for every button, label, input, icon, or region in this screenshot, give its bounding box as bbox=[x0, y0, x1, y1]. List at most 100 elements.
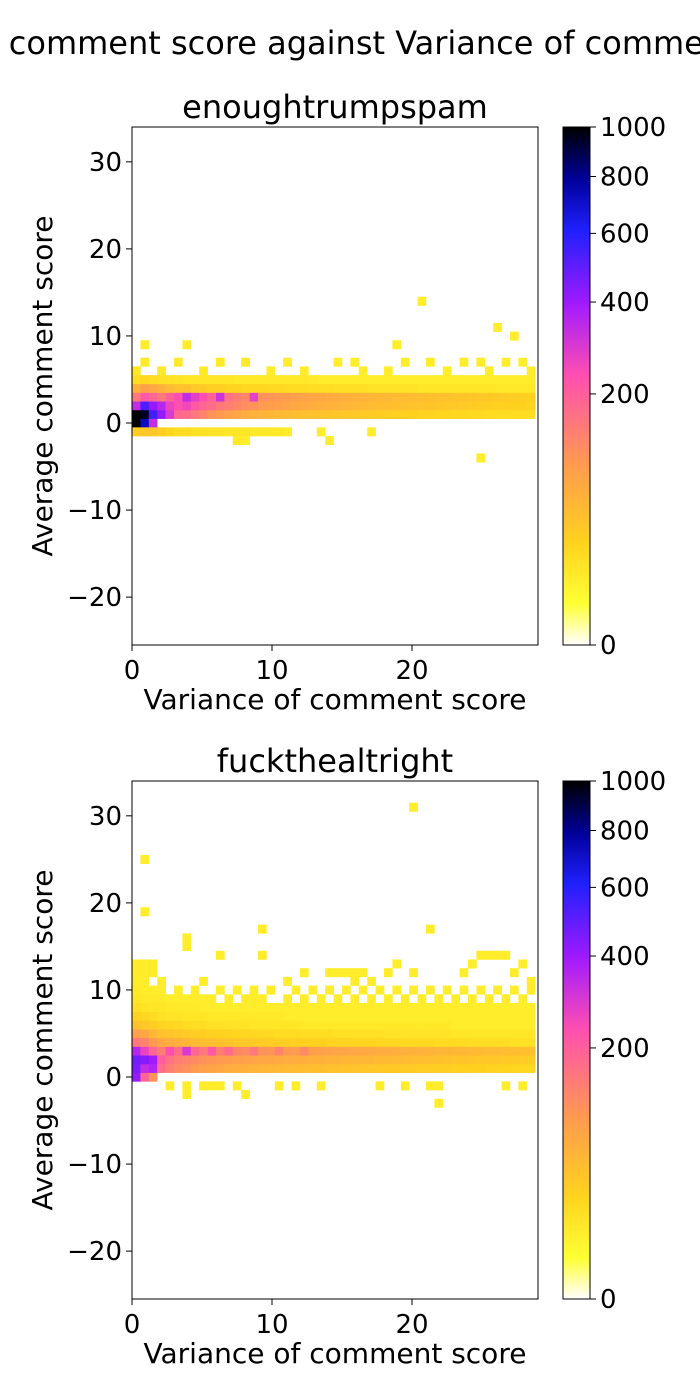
heatmap-cell bbox=[232, 392, 242, 402]
heatmap-cell bbox=[291, 409, 301, 419]
heatmap-cell bbox=[468, 1003, 477, 1013]
heatmap-cell bbox=[459, 1020, 469, 1030]
y-tick-label: 20 bbox=[89, 889, 122, 919]
heatmap-cell bbox=[476, 375, 486, 385]
heatmap-cell bbox=[140, 357, 150, 367]
heatmap-cell bbox=[459, 1037, 469, 1047]
heatmap-cell bbox=[468, 1046, 477, 1056]
heatmap-cell bbox=[451, 383, 460, 393]
heatmap-cell bbox=[493, 950, 502, 960]
heatmap-cell bbox=[493, 409, 502, 419]
heatmap-cell bbox=[174, 1003, 183, 1013]
heatmap-cell bbox=[283, 1003, 292, 1013]
heatmap-cell bbox=[174, 392, 183, 402]
heatmap-cell bbox=[174, 357, 183, 367]
heatmap-cell bbox=[367, 1055, 376, 1065]
heatmap-cell bbox=[518, 1055, 528, 1065]
heatmap-cell bbox=[174, 1029, 183, 1039]
heatmap-cell bbox=[165, 427, 175, 437]
heatmap-cell bbox=[442, 392, 452, 402]
heatmap-cell bbox=[132, 1003, 141, 1013]
heatmap-cell bbox=[258, 1011, 267, 1021]
heatmap-cell bbox=[350, 383, 360, 393]
heatmap-cell bbox=[526, 1063, 536, 1073]
heatmap-cell bbox=[174, 375, 183, 385]
heatmap-cell bbox=[316, 427, 326, 437]
heatmap-cell bbox=[484, 1011, 494, 1021]
heatmap-cell bbox=[207, 375, 217, 385]
heatmap-cell bbox=[518, 383, 528, 393]
heatmap-cells bbox=[132, 296, 536, 463]
heatmap-cell bbox=[518, 409, 528, 419]
heatmap-cell bbox=[300, 1037, 309, 1047]
heatmap-cell bbox=[224, 427, 234, 437]
heatmap-cell bbox=[367, 401, 376, 411]
heatmap-cell bbox=[426, 1037, 435, 1047]
heatmap-cell bbox=[165, 1081, 175, 1091]
heatmap-cell bbox=[300, 392, 309, 402]
heatmap-cell bbox=[140, 1055, 150, 1065]
heatmap-cell bbox=[392, 383, 402, 393]
heatmap-cell bbox=[182, 427, 192, 437]
heatmap-cell bbox=[232, 985, 242, 995]
heatmap-cell bbox=[308, 985, 318, 995]
heatmap-cell bbox=[258, 383, 267, 393]
heatmap-cell bbox=[165, 1003, 175, 1013]
colorbar-ticks: 0 200 400 600 800 1000 bbox=[590, 113, 666, 661]
heatmap-cell bbox=[367, 1020, 376, 1030]
panel-title: enoughtrumpspam bbox=[182, 88, 488, 126]
heatmap-cell bbox=[459, 1011, 469, 1021]
heatmap-cell bbox=[518, 1081, 528, 1091]
heatmap-cell bbox=[392, 1037, 402, 1047]
heatmap-cell bbox=[518, 1011, 528, 1021]
heatmap-cell bbox=[510, 383, 519, 393]
heatmap-cell bbox=[476, 950, 486, 960]
heatmap-cell bbox=[451, 1063, 460, 1073]
heatmap-cell bbox=[526, 401, 536, 411]
heatmap-cell bbox=[207, 1020, 217, 1030]
heatmap-cell bbox=[510, 392, 519, 402]
x-axis-label: Variance of comment score bbox=[144, 1337, 527, 1370]
heatmap-cell bbox=[132, 409, 141, 419]
heatmap-cell bbox=[526, 1037, 536, 1047]
heatmap-cell bbox=[375, 375, 385, 385]
heatmap-cell bbox=[207, 1046, 217, 1056]
heatmap-cell bbox=[325, 1046, 334, 1056]
heatmap-cell bbox=[476, 1029, 486, 1039]
heatmap-cell bbox=[258, 401, 267, 411]
heatmap-cell bbox=[493, 985, 502, 995]
heatmap-cell bbox=[442, 1020, 452, 1030]
heatmap-cell bbox=[132, 418, 141, 428]
heatmap-cell bbox=[207, 1029, 217, 1039]
x-tick-label: 10 bbox=[255, 656, 288, 686]
heatmap-cell bbox=[182, 1046, 192, 1056]
heatmap-cell bbox=[283, 1029, 292, 1039]
heatmap-cell bbox=[174, 1037, 183, 1047]
heatmap-cell bbox=[258, 924, 267, 934]
heatmap-cell bbox=[291, 1011, 301, 1021]
heatmap-cell bbox=[350, 1037, 360, 1047]
heatmap-cell bbox=[258, 1046, 267, 1056]
heatmap-cell bbox=[308, 1055, 318, 1065]
heatmap-cell bbox=[350, 1011, 360, 1021]
heatmap-cell bbox=[451, 1046, 460, 1056]
heatmap-cell bbox=[199, 366, 208, 376]
heatmap-cell bbox=[291, 1020, 301, 1030]
heatmap-cell bbox=[258, 392, 267, 402]
heatmap-cell bbox=[316, 1029, 326, 1039]
heatmap-cell bbox=[426, 1046, 435, 1056]
y-tick-label: 10 bbox=[89, 976, 122, 1006]
heatmap-cell bbox=[342, 383, 351, 393]
heatmap-cell bbox=[510, 1037, 519, 1047]
heatmap-cell bbox=[367, 1003, 376, 1013]
heatmap-cell bbox=[518, 994, 528, 1004]
heatmap-cell bbox=[283, 1055, 292, 1065]
heatmap-cell bbox=[216, 357, 225, 367]
heatmap-cell bbox=[216, 1063, 225, 1073]
heatmap-cell bbox=[333, 1046, 343, 1056]
y-axis-label: Average comment score bbox=[26, 215, 59, 556]
heatmap-cell bbox=[426, 1020, 435, 1030]
y-axis-ticks: −20 −10 0 10 20 30 bbox=[67, 802, 132, 1267]
heatmap-cell bbox=[258, 1029, 267, 1039]
heatmap-cell bbox=[300, 383, 309, 393]
